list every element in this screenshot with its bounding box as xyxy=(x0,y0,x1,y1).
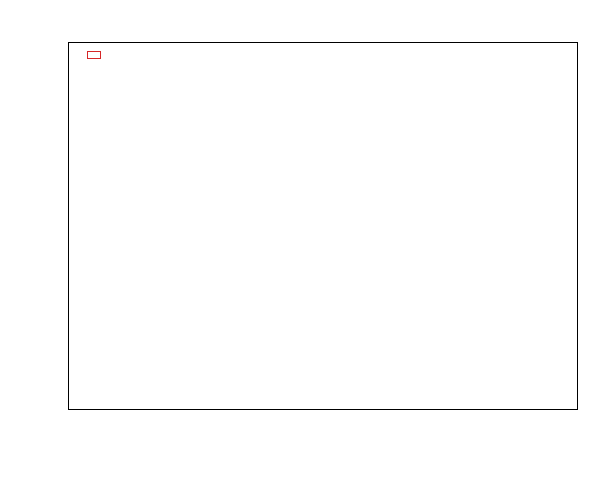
histogram-chart xyxy=(0,0,600,500)
annotation-box xyxy=(87,51,101,59)
plot-area xyxy=(68,42,578,410)
